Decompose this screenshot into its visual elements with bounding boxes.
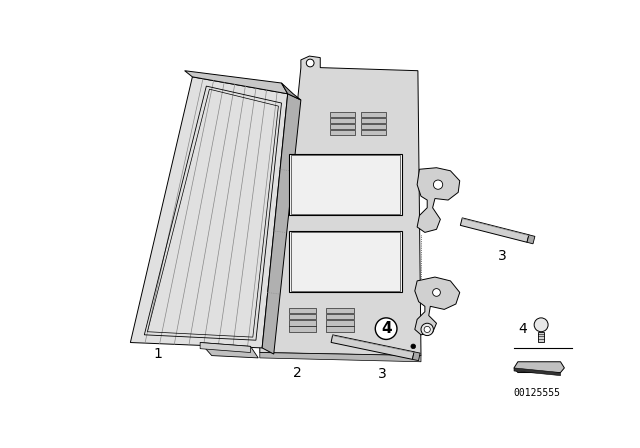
Polygon shape (289, 154, 402, 215)
Text: 1: 1 (153, 347, 162, 361)
Polygon shape (360, 130, 386, 135)
Polygon shape (289, 320, 316, 326)
Polygon shape (260, 353, 421, 362)
Polygon shape (460, 218, 529, 242)
Text: 4: 4 (381, 321, 392, 336)
Polygon shape (291, 233, 400, 291)
Polygon shape (330, 118, 355, 123)
Polygon shape (200, 343, 259, 358)
Text: 2: 2 (292, 366, 301, 380)
Polygon shape (291, 155, 400, 214)
Text: 3: 3 (378, 367, 387, 381)
Polygon shape (331, 335, 414, 359)
Circle shape (424, 326, 430, 332)
Polygon shape (289, 314, 316, 319)
Polygon shape (360, 124, 386, 129)
Polygon shape (326, 308, 353, 313)
Polygon shape (330, 130, 355, 135)
Circle shape (433, 180, 443, 189)
Polygon shape (262, 94, 301, 354)
Polygon shape (289, 326, 316, 332)
Polygon shape (282, 83, 301, 100)
Polygon shape (200, 343, 250, 353)
Polygon shape (326, 326, 353, 332)
Circle shape (375, 318, 397, 340)
Polygon shape (289, 231, 402, 293)
Circle shape (421, 323, 433, 336)
Text: 4: 4 (518, 323, 527, 336)
Polygon shape (412, 352, 420, 361)
Circle shape (534, 318, 548, 332)
Polygon shape (289, 308, 316, 313)
Polygon shape (527, 235, 535, 244)
Circle shape (411, 344, 415, 349)
Polygon shape (330, 112, 355, 117)
Polygon shape (514, 368, 561, 375)
Polygon shape (360, 112, 386, 117)
Text: 00125555: 00125555 (514, 388, 561, 397)
Polygon shape (538, 332, 544, 342)
Circle shape (433, 289, 440, 296)
Polygon shape (131, 77, 288, 348)
Polygon shape (360, 118, 386, 123)
Circle shape (307, 59, 314, 67)
Polygon shape (415, 277, 460, 335)
Polygon shape (326, 320, 353, 326)
Polygon shape (417, 168, 460, 233)
Polygon shape (260, 56, 421, 356)
Polygon shape (514, 362, 564, 373)
Polygon shape (326, 314, 353, 319)
Text: 3: 3 (498, 249, 507, 263)
Polygon shape (330, 124, 355, 129)
Polygon shape (184, 71, 288, 94)
